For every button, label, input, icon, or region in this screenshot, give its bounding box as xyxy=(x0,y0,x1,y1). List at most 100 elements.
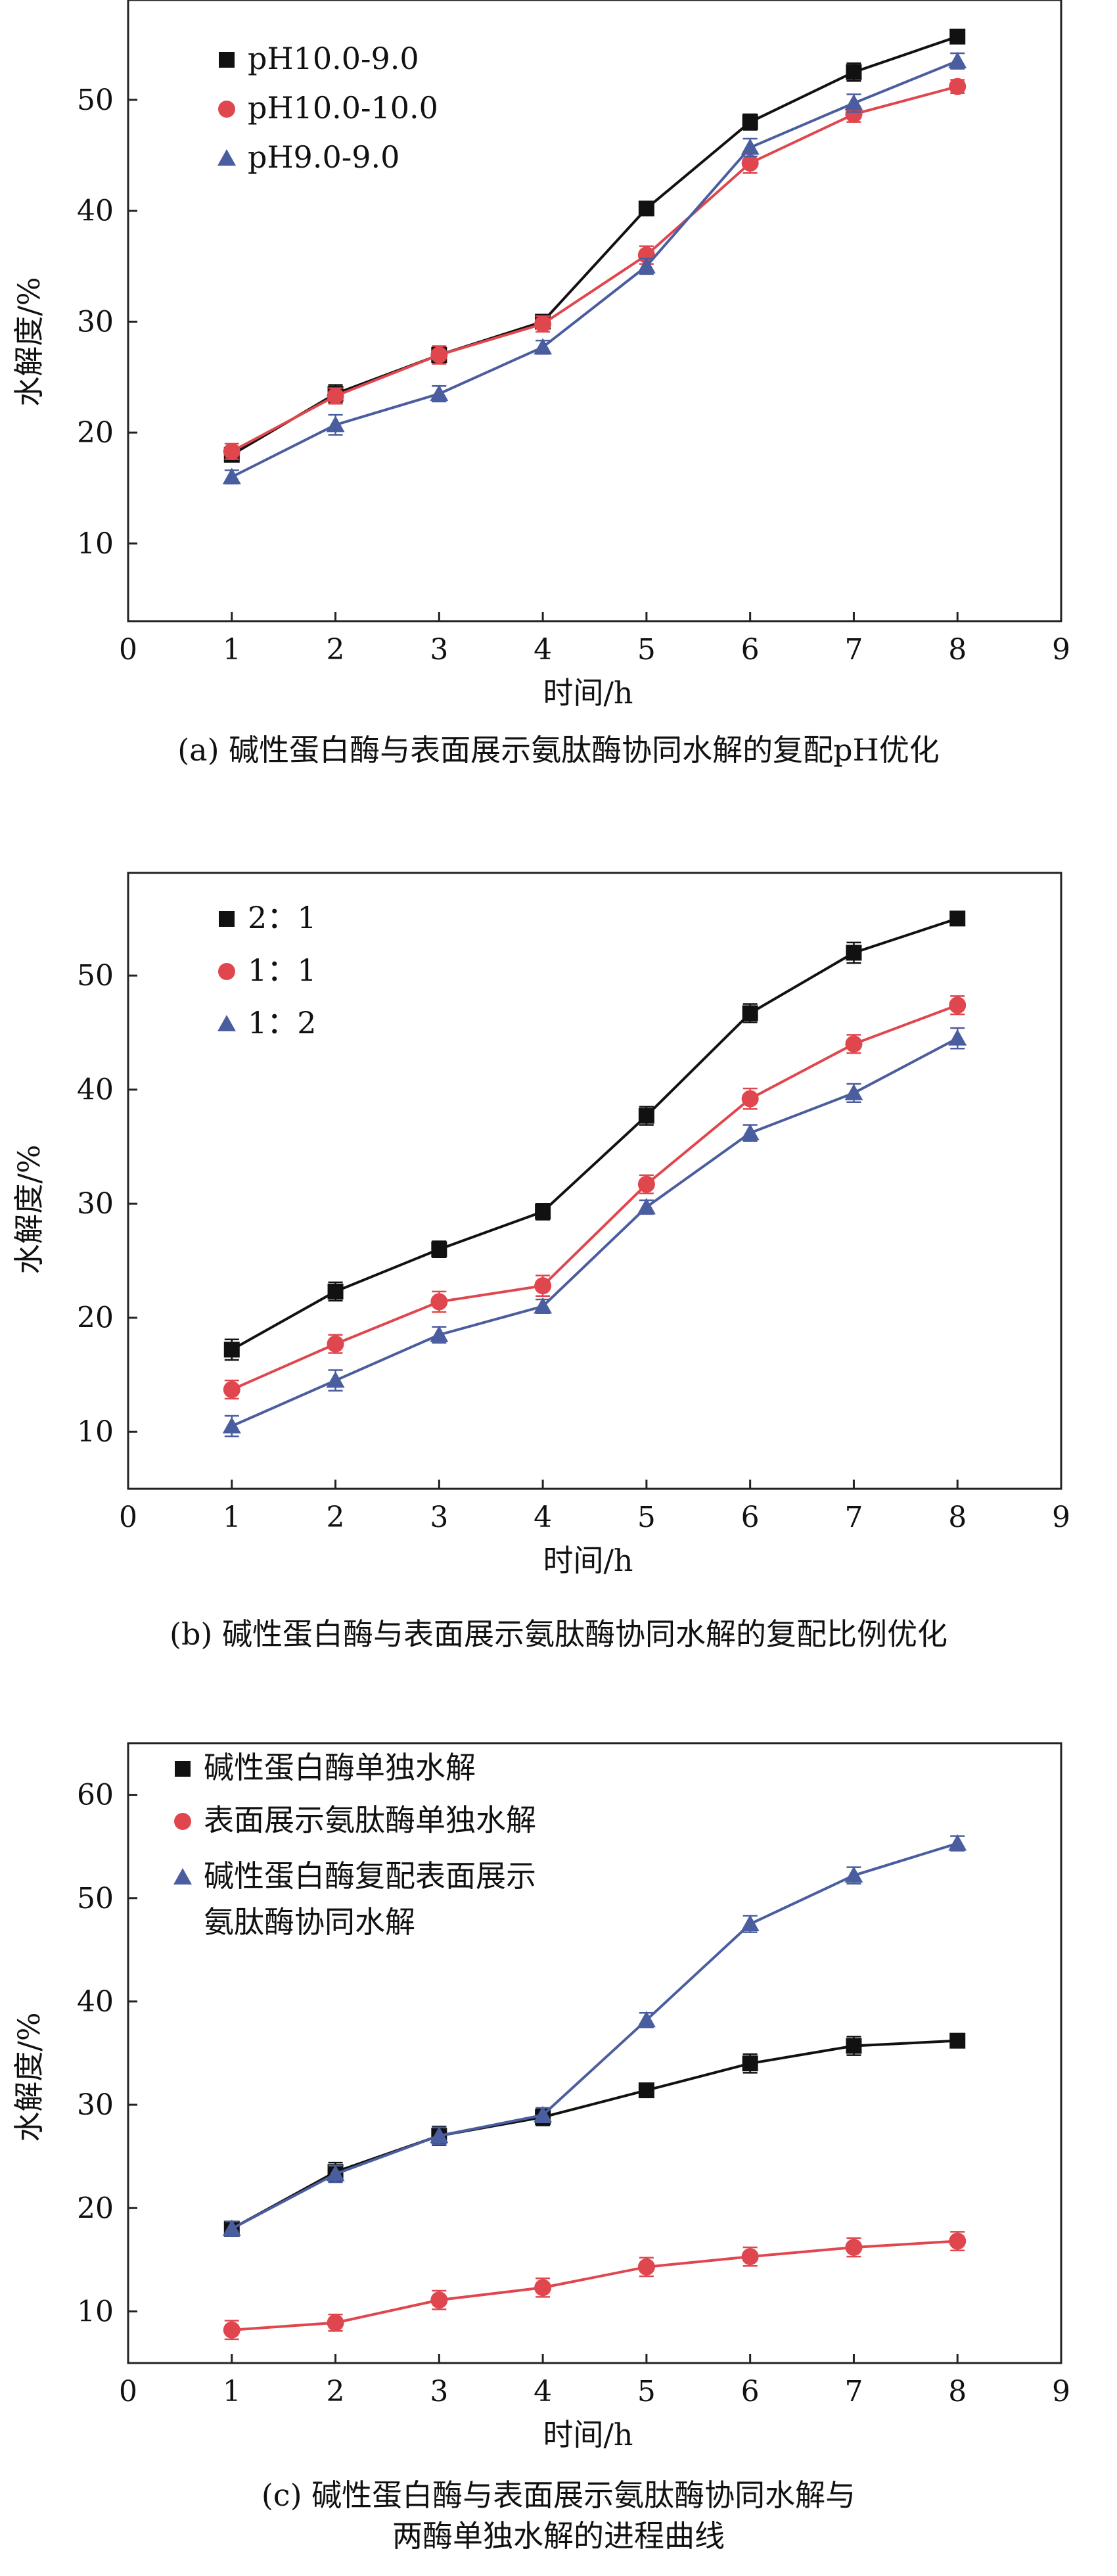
y-tick-label: 60 xyxy=(77,1779,114,1812)
series-line xyxy=(231,2039,958,2230)
legend-label: 表面展示氨肽酶单独水解 xyxy=(204,1802,536,1838)
data-point xyxy=(535,1204,551,1220)
plot-frame xyxy=(127,872,1062,1490)
y-tick-label: 20 xyxy=(77,1301,114,1335)
data-point xyxy=(637,2258,655,2276)
data-point xyxy=(430,2126,449,2143)
data-point xyxy=(846,2038,862,2054)
y-tick-label: 10 xyxy=(77,1415,114,1449)
x-tick-label: 0 xyxy=(119,1501,137,1534)
x-tick-label: 8 xyxy=(948,2375,967,2408)
series-2 xyxy=(222,1027,967,1438)
x-tick-label: 6 xyxy=(741,1501,760,1534)
data-point xyxy=(431,1241,447,1257)
data-point xyxy=(222,2219,241,2236)
x-tick-label: 7 xyxy=(844,2375,863,2408)
data-point xyxy=(637,2011,656,2028)
data-point xyxy=(845,2238,863,2256)
data-point xyxy=(949,910,966,927)
y-tick-label: 40 xyxy=(77,195,114,228)
data-point xyxy=(846,945,862,961)
x-axis-label: 时间/h xyxy=(543,2417,633,2452)
series-line xyxy=(231,85,958,453)
series-0 xyxy=(223,910,966,1361)
data-point xyxy=(223,1342,240,1358)
y-tick-label: 10 xyxy=(77,527,114,561)
data-point xyxy=(741,154,759,172)
data-point xyxy=(949,28,966,45)
data-point xyxy=(949,2232,967,2250)
data-point xyxy=(845,1035,863,1053)
x-tick-label: 9 xyxy=(1052,633,1070,667)
data-point xyxy=(949,2032,966,2049)
data-point xyxy=(326,1371,345,1388)
chart-c-svg: 0 1 2 3 4 5 6 7 8 9 10 20 30 40 50 60 时间/h 水解度/% 碱性蛋白酶单独水解… xyxy=(11,1742,1070,2452)
y-tick-label: 10 xyxy=(77,2295,114,2328)
legend-marker xyxy=(217,149,236,166)
y-tick-label: 30 xyxy=(77,2088,114,2122)
legend-marker xyxy=(218,963,235,980)
data-point xyxy=(430,346,448,363)
legend-marker xyxy=(218,101,235,118)
data-point xyxy=(741,138,760,155)
y-axis-label: 水解度/% xyxy=(11,1144,47,1274)
data-point xyxy=(534,2279,552,2297)
data-point xyxy=(327,2314,344,2331)
data-point xyxy=(327,387,344,405)
chart-b-svg: 0 1 2 3 4 5 6 7 8 9 10 20 30 40 50 时间/h 水解度/% 2：1 1：1 1：2 xyxy=(11,872,1070,1578)
x-tick-label: 5 xyxy=(637,633,656,667)
x-tick-label: 7 xyxy=(844,1501,863,1534)
legend-label: 氨肽酶协同水解 xyxy=(204,1904,415,1940)
x-tick-label: 2 xyxy=(327,2375,345,2408)
data-point xyxy=(741,1123,760,1140)
data-point xyxy=(637,1175,655,1193)
legend-marker xyxy=(174,1813,191,1830)
data-point xyxy=(638,1108,654,1124)
plot-frame xyxy=(127,1742,1062,2364)
y-tick-label: 40 xyxy=(77,1073,114,1107)
y-tick-label: 50 xyxy=(77,83,114,117)
x-tick-label: 9 xyxy=(1052,1501,1070,1534)
data-point xyxy=(534,338,553,355)
x-tick-label: 6 xyxy=(741,2375,760,2408)
y-tick-label: 50 xyxy=(77,1882,114,1915)
x-tick-label: 1 xyxy=(223,633,241,667)
legend-marker xyxy=(175,1761,191,1777)
series-1 xyxy=(223,2231,967,2341)
x-tick-label: 5 xyxy=(637,1501,656,1534)
legend-label: 碱性蛋白酶单独水解 xyxy=(204,1750,476,1785)
x-tick-label: 2 xyxy=(327,1501,345,1534)
data-point xyxy=(222,1417,241,1434)
legend-label: pH9.0-9.0 xyxy=(248,139,399,175)
data-point xyxy=(326,2165,345,2182)
data-point xyxy=(430,1325,449,1342)
y-tick-label: 40 xyxy=(77,1985,114,2019)
data-point xyxy=(948,1834,967,1851)
legend-label: 碱性蛋白酶复配表面展示 xyxy=(204,1858,536,1894)
x-tick-label: 4 xyxy=(534,2375,552,2408)
data-point xyxy=(534,315,552,333)
data-point xyxy=(638,200,654,217)
x-tick-label: 6 xyxy=(741,633,760,667)
x-tick-label: 0 xyxy=(119,2375,137,2408)
x-tick-label: 9 xyxy=(1052,2375,1070,2408)
data-point xyxy=(222,467,241,484)
x-tick-label: 4 xyxy=(534,1501,552,1534)
chart-c-caption: (c) 碱性蛋白酶与表面展示氨肽酶协同水解与 两酶单独水解的进程曲线 xyxy=(261,2477,856,2554)
chart-a-caption: (a) 碱性蛋白酶与表面展示氨肽酶协同水解的复配pH优化 xyxy=(177,732,940,768)
data-point xyxy=(742,1005,758,1021)
x-tick-label: 3 xyxy=(430,2375,448,2408)
data-point xyxy=(327,1335,344,1353)
data-point xyxy=(223,442,240,460)
series-0 xyxy=(223,2032,966,2237)
series-line xyxy=(231,1004,958,1391)
data-point xyxy=(534,1277,552,1295)
series-line xyxy=(231,59,958,479)
x-tick-label: 1 xyxy=(223,2375,241,2408)
legend-label: 1：2 xyxy=(248,1005,317,1041)
data-point xyxy=(638,2082,654,2099)
data-point xyxy=(637,1198,656,1215)
data-point xyxy=(846,64,862,80)
data-point xyxy=(534,1297,553,1314)
data-point xyxy=(430,1293,448,1311)
